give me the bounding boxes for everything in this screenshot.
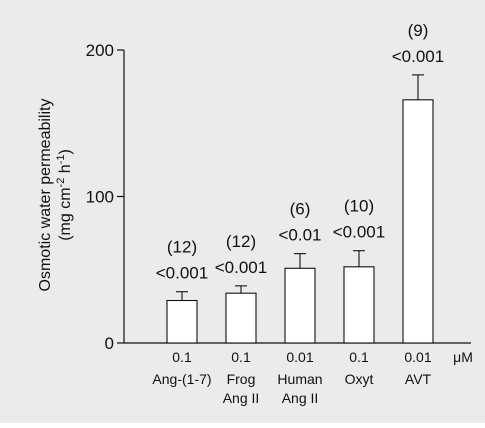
bar bbox=[284, 267, 316, 344]
y-axis-label-unit-end: ) bbox=[57, 149, 74, 154]
bar bbox=[402, 99, 434, 344]
y-tick-label: 0 bbox=[105, 334, 114, 353]
y-axis-label-unit-sup2: -1 bbox=[55, 155, 67, 165]
dose-label: 0.1 bbox=[349, 349, 369, 365]
y-axis-label-unit-sup1: -2 bbox=[55, 178, 67, 188]
sample-size-label: (12) bbox=[167, 238, 197, 257]
y-axis-label-unit-main: (mg cm bbox=[57, 187, 74, 240]
sample-size-label: (10) bbox=[344, 197, 374, 216]
sample-size-label: (6) bbox=[290, 200, 311, 219]
p-value-label: <0.001 bbox=[333, 223, 385, 242]
sample-size-label: (12) bbox=[226, 232, 256, 251]
y-tick-label: 200 bbox=[86, 41, 114, 60]
bar bbox=[225, 292, 257, 344]
y-tick-label: 100 bbox=[86, 188, 114, 207]
category-label: AVT bbox=[405, 371, 432, 387]
dose-label: 0.1 bbox=[172, 349, 192, 365]
category-label: Oxyt bbox=[345, 371, 374, 387]
p-value-label: <0.001 bbox=[215, 258, 267, 277]
bar bbox=[343, 266, 375, 344]
dose-label: 0.01 bbox=[286, 349, 313, 365]
p-value-label: <0.001 bbox=[156, 264, 208, 283]
plot-area: 0 100 200 <0.001 (12) 0.1 Ang-(1-7) <0.001 (12) 0… bbox=[86, 21, 473, 406]
sample-size-label: (9) bbox=[408, 21, 429, 40]
p-value-label: <0.001 bbox=[392, 47, 444, 66]
dose-label: 0.1 bbox=[231, 349, 251, 365]
dose-label: 0.01 bbox=[404, 349, 431, 365]
category-label: Human bbox=[277, 371, 322, 387]
category-label: Ang II bbox=[223, 390, 260, 406]
category-label: Ang-(1-7) bbox=[152, 371, 211, 387]
y-axis-label-line1: Osmotic water permeability bbox=[37, 99, 54, 292]
y-axis-label-unit-mid: h bbox=[57, 164, 74, 177]
unit-label: μM bbox=[453, 349, 473, 365]
category-label: Ang II bbox=[282, 390, 319, 406]
bar bbox=[166, 299, 198, 344]
y-axis-label-line2: (mg cm-2 h-1) bbox=[55, 149, 74, 241]
category-label: Frog bbox=[227, 371, 256, 387]
p-value-label: <0.01 bbox=[278, 226, 321, 245]
